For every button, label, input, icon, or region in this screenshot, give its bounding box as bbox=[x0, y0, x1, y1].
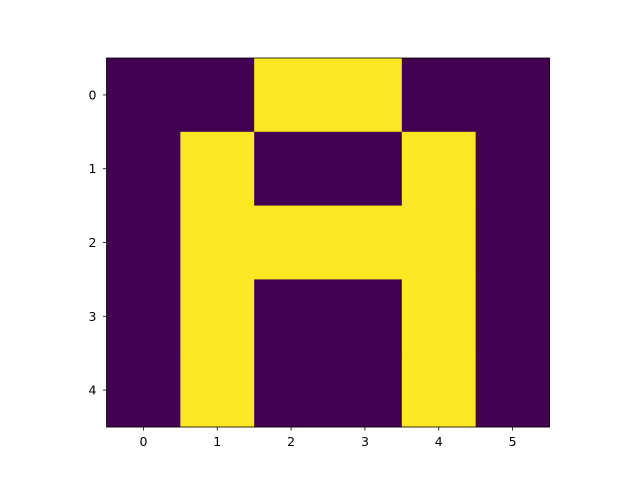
heatmap-cell-r3-c2 bbox=[254, 279, 329, 354]
y-axis: 0 1 2 3 4 bbox=[89, 87, 107, 398]
heatmap-cell-r3-c1 bbox=[180, 279, 255, 354]
heatmap-cell-r2-c2 bbox=[254, 205, 329, 280]
heatmap-cell-r4-c0 bbox=[106, 353, 181, 428]
x-tick-label-2: 2 bbox=[287, 434, 295, 449]
x-axis: 0 1 2 3 4 5 bbox=[139, 427, 517, 449]
heatmap-cell-r4-c3 bbox=[328, 353, 403, 428]
heatmap-cell-r0-c0 bbox=[106, 58, 181, 133]
heatmap-cell-r0-c2 bbox=[254, 58, 329, 133]
heatmap-cell-r0-c1 bbox=[180, 58, 255, 133]
heatmap-cell-r2-c0 bbox=[106, 205, 181, 280]
heatmap-cell-r4-c1 bbox=[180, 353, 255, 428]
heatmap-cell-r4-c5 bbox=[475, 353, 550, 428]
heatmap-cell-r3-c0 bbox=[106, 279, 181, 354]
x-tick-label-4: 4 bbox=[435, 434, 443, 449]
heatmap-cells bbox=[106, 58, 550, 428]
y-tick-label-3: 3 bbox=[89, 309, 97, 324]
heatmap-cell-r3-c4 bbox=[401, 279, 477, 354]
heatmap-cell-r3-c3 bbox=[328, 279, 403, 354]
heatmap-cell-r1-c0 bbox=[106, 131, 181, 206]
y-tick-label-4: 4 bbox=[89, 383, 97, 398]
x-tick-label-3: 3 bbox=[361, 434, 369, 449]
y-tick-label-0: 0 bbox=[89, 87, 97, 102]
heatmap-cell-r2-c5 bbox=[475, 205, 550, 280]
heatmap-cell-r2-c1 bbox=[180, 205, 255, 280]
heatmap-cell-r0-c3 bbox=[328, 58, 403, 133]
x-tick-label-1: 1 bbox=[213, 434, 221, 449]
heatmap-cell-r2-c4 bbox=[401, 205, 477, 280]
y-tick-label-1: 1 bbox=[89, 161, 97, 176]
y-tick-label-2: 2 bbox=[89, 235, 97, 250]
heatmap-cell-r1-c4 bbox=[401, 131, 477, 206]
heatmap-cell-r1-c2 bbox=[254, 131, 329, 206]
x-tick-label-5: 5 bbox=[509, 434, 517, 449]
heatmap-cell-r4-c4 bbox=[401, 353, 477, 428]
heatmap-cell-r1-c1 bbox=[180, 131, 255, 206]
heatmap-cell-r0-c5 bbox=[475, 58, 550, 133]
heatmap-cell-r4-c2 bbox=[254, 353, 329, 428]
heatmap-cell-r0-c4 bbox=[401, 58, 477, 133]
x-tick-label-0: 0 bbox=[139, 434, 147, 449]
heatmap-cell-r2-c3 bbox=[328, 205, 403, 280]
heatmap-cell-r1-c5 bbox=[475, 131, 550, 206]
heatmap-cell-r1-c3 bbox=[328, 131, 403, 206]
heatmap-cell-r3-c5 bbox=[475, 279, 550, 354]
